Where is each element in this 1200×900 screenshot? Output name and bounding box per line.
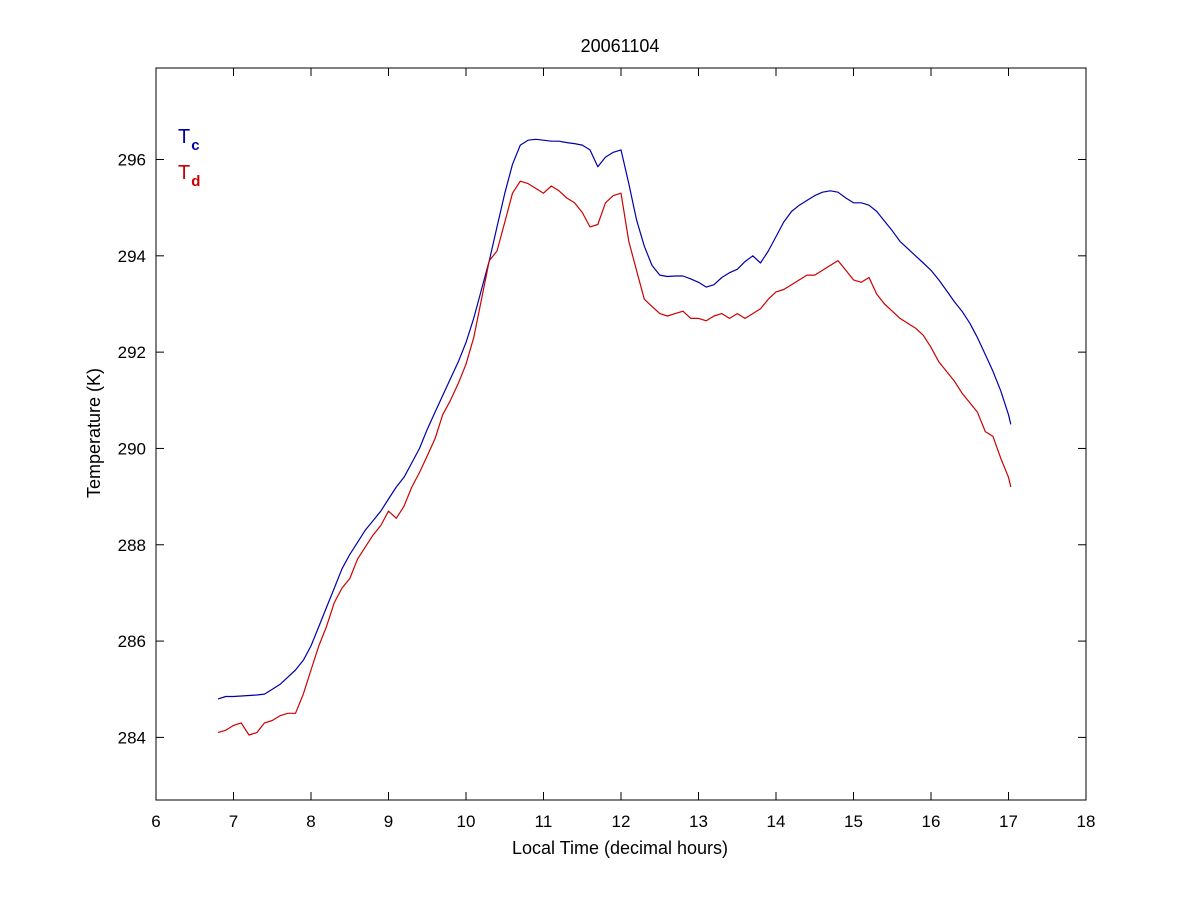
x-tick-label: 14	[767, 812, 786, 831]
plot-area: 6 7 8 9 10 11 12 13 14 15 16 17 18 284 286 288 290 292 294…	[118, 67, 1096, 831]
x-tick-label: 18	[1077, 812, 1096, 831]
y-tick-label: 290	[118, 439, 146, 458]
legend-entry-td: Td	[178, 162, 200, 190]
y-tick-label: 284	[118, 728, 146, 747]
legend-tc-sub: c	[191, 137, 199, 154]
axes-box	[155, 67, 1087, 801]
x-tick-label: 10	[457, 812, 476, 831]
x-tick-label: 17	[999, 812, 1018, 831]
series-line-td	[217, 180, 1012, 736]
x-tick-label: 9	[384, 812, 393, 831]
x-tick-label: 11	[535, 812, 553, 831]
x-tick-label: 15	[844, 812, 863, 831]
series-line-tc	[217, 138, 1012, 700]
x-tick-label: 12	[612, 812, 631, 831]
x-tick-label: 8	[306, 812, 315, 831]
x-tick-label: 16	[922, 812, 941, 831]
y-tick-label: 292	[118, 343, 146, 362]
legend-td-main: T	[178, 162, 190, 184]
legend-tc-main: T	[178, 126, 190, 148]
legend-entry-tc: Tc	[178, 126, 200, 154]
legend: Tc Td	[178, 126, 200, 190]
x-tick-label: 6	[151, 812, 160, 831]
y-tick-label: 288	[118, 536, 146, 555]
y-tick-label: 296	[118, 151, 146, 170]
x-axis-label: Local Time (decimal hours)	[512, 838, 728, 858]
y-tick-label: 294	[118, 247, 146, 266]
x-tick-label: 13	[689, 812, 708, 831]
y-axis-label: Temperature (K)	[84, 368, 104, 498]
y-tick-label: 286	[118, 632, 146, 651]
x-tick-label: 7	[229, 812, 238, 831]
legend-td-sub: d	[191, 173, 200, 190]
chart-title: 20061104	[581, 36, 660, 56]
